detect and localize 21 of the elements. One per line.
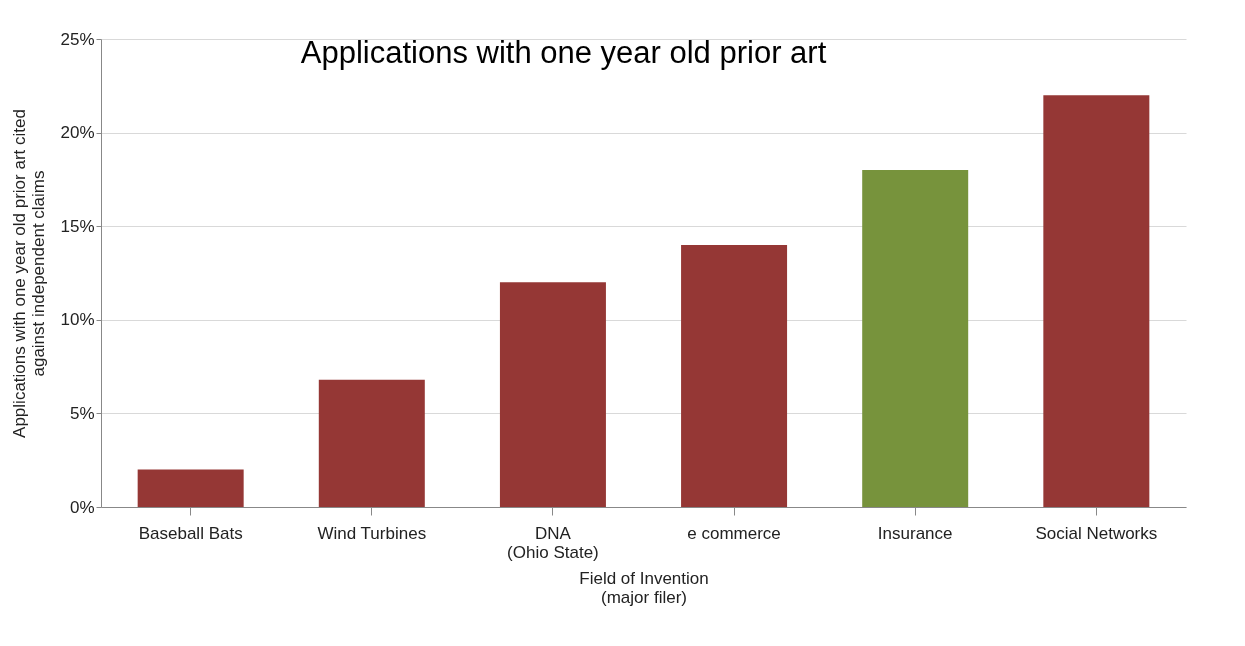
y-tick-label: 0% — [69, 497, 95, 517]
x-tick-label: Wind Turbines — [317, 523, 427, 543]
y-tick-label: 15% — [60, 216, 95, 236]
chart-title: Applications with one year old prior art — [300, 35, 827, 70]
y-axis-title: Applications with one year old prior art cited against independent claims — [10, 109, 49, 438]
x-tick-label: Baseball Bats — [138, 523, 243, 543]
y-tick-label: 25% — [60, 29, 95, 49]
y-tick-label: 10% — [60, 310, 95, 330]
x-tick-label: e commerce — [687, 523, 781, 543]
x-tick-label: DNA (Ohio State) — [507, 523, 599, 562]
x-axis-title: Field of Invention (major filer) — [579, 568, 709, 607]
bar — [681, 244, 788, 507]
x-tick-label: Social Networks — [1035, 523, 1158, 543]
bar — [137, 469, 244, 507]
bar — [499, 282, 606, 507]
y-tick-label: 20% — [60, 123, 95, 143]
y-tick-label: 5% — [69, 403, 95, 423]
bar — [862, 170, 969, 507]
bar — [1043, 95, 1150, 507]
bar — [318, 379, 425, 507]
x-tick-label: Insurance — [877, 523, 953, 543]
